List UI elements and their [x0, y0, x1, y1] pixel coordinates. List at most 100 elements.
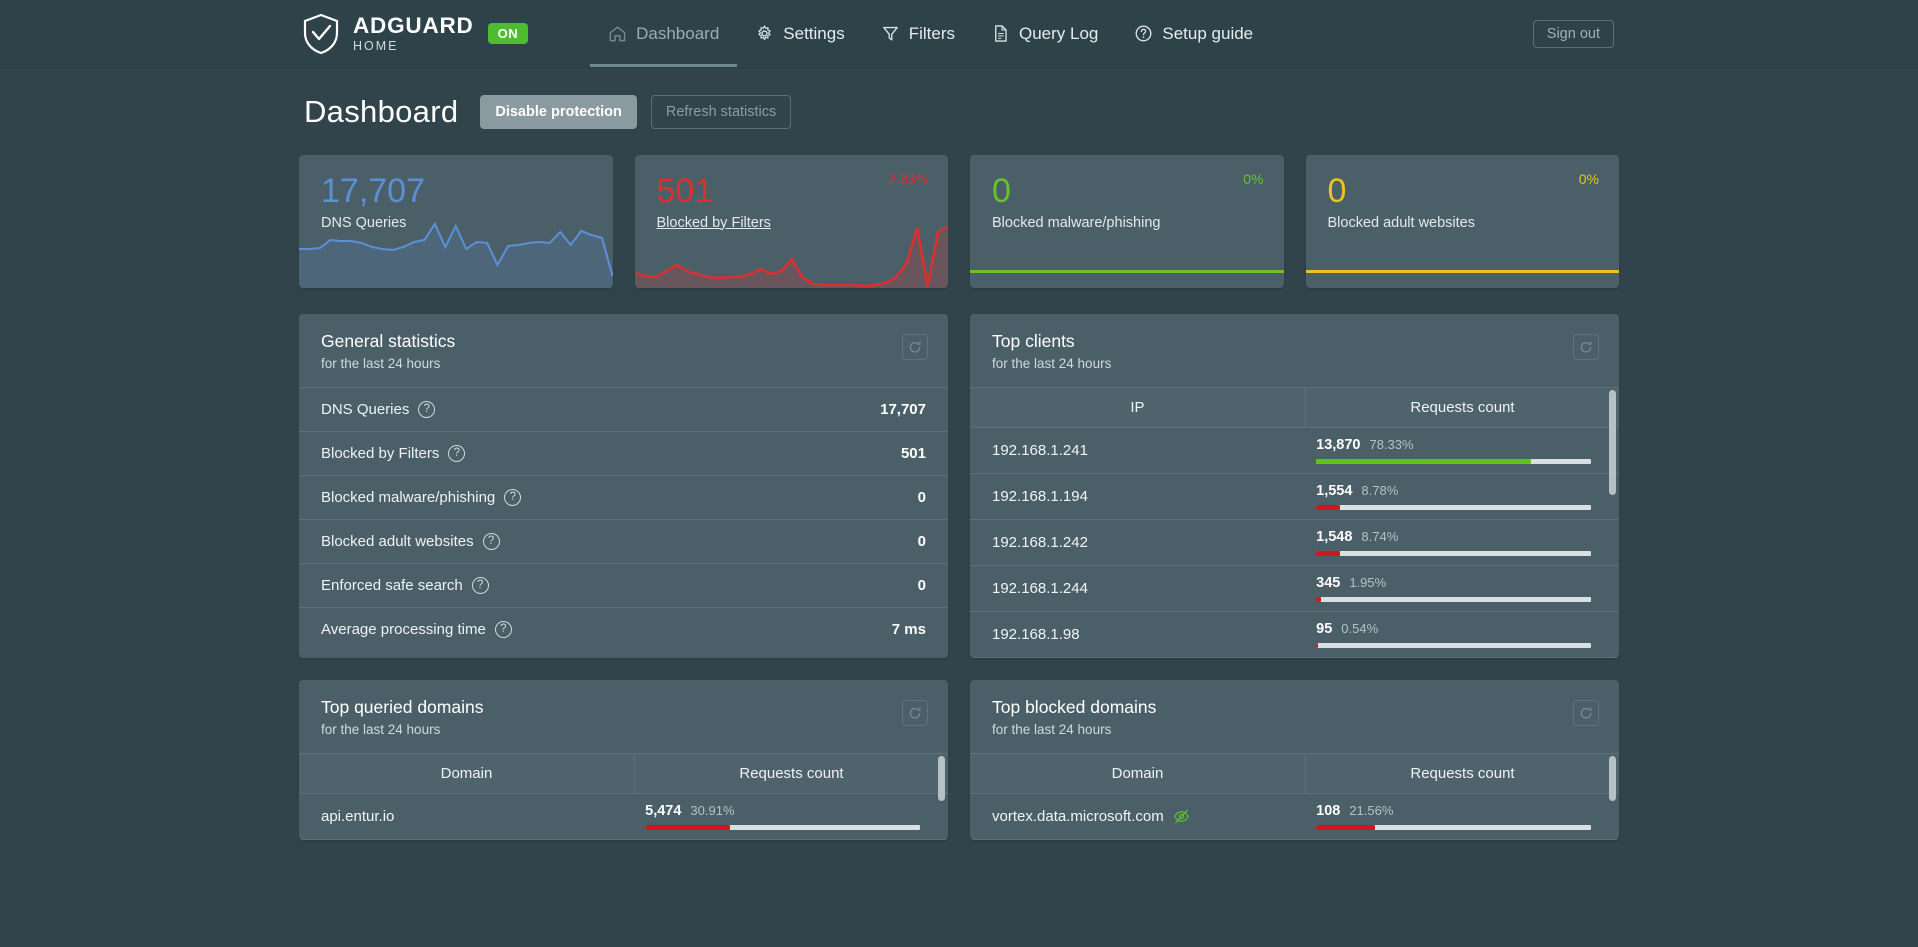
table-row[interactable]: 192.168.1.98 95 0.54%: [970, 612, 1619, 658]
refresh-top-blocked-domains-button[interactable]: [1573, 700, 1599, 726]
column-header-domain: Domain: [970, 754, 1306, 793]
panel-subtitle-top-clients: for the last 24 hours: [992, 356, 1112, 371]
panel-top-clients: Top clients for the last 24 hours IP Req…: [970, 314, 1619, 658]
table-row[interactable]: vortex.data.microsoft.com 108 21.56%: [970, 794, 1619, 840]
panel-title-top-blocked-domains: Top blocked domains: [992, 697, 1157, 717]
table-row[interactable]: api.entur.io 5,474 30.91%: [299, 794, 948, 840]
progress-bar: [1316, 505, 1591, 510]
request-count: 5,474: [645, 803, 682, 819]
card-dns-queries[interactable]: 17,707 DNS Queries: [299, 155, 613, 288]
client-requests: 1,548 8.74%: [1308, 523, 1619, 562]
brand-logo[interactable]: ADGUARD HOME: [302, 13, 474, 55]
card-blocked-adult-websites[interactable]: 0% 0 Blocked adult websites: [1305, 155, 1619, 288]
disable-protection-button[interactable]: Disable protection: [480, 95, 637, 129]
refresh-statistics-button[interactable]: Refresh statistics: [650, 95, 792, 129]
progress-bar-fill: [1316, 551, 1341, 556]
top-clients-table: IP Requests count 192.168.1.241 13,870 7…: [970, 388, 1619, 658]
nav-item-dashboard[interactable]: Dashboard: [590, 0, 738, 67]
stat-label: DNS Queries: [321, 401, 410, 418]
stat-value: 0: [917, 577, 926, 594]
card-percent-blocked-adult-websites: 0%: [1578, 171, 1599, 187]
home-icon: [609, 26, 626, 42]
refresh-top-queried-domains-button[interactable]: [902, 700, 928, 726]
nav-item-filters[interactable]: Filters: [863, 0, 973, 67]
vertical-scrollbar[interactable]: [1609, 756, 1616, 801]
stat-value: 0: [917, 533, 926, 550]
table-row[interactable]: 192.168.1.242 1,548 8.74%: [970, 520, 1619, 566]
protection-status-badge[interactable]: ON: [487, 23, 529, 44]
stat-value: 501: [900, 445, 926, 462]
request-percent: 21.56%: [1349, 803, 1394, 818]
progress-bar: [1316, 597, 1591, 602]
progress-bar: [1316, 643, 1591, 648]
column-header-requests-count: Requests count: [1410, 765, 1515, 782]
sparkline-blocked-adult-websites: [1305, 270, 1619, 273]
page-content: Dashboard Disable protection Refresh sta…: [0, 68, 1918, 947]
table-row[interactable]: 192.168.1.244 345 1.95%: [970, 566, 1619, 612]
help-icon[interactable]: ?: [448, 445, 466, 462]
stat-label: Blocked adult websites: [321, 533, 474, 550]
card-blocked-malware-phishing[interactable]: 0% 0 Blocked malware/phishing: [970, 155, 1284, 288]
panels-row-1: General statistics for the last 24 hours…: [299, 314, 1619, 658]
client-requests: 13,870 78.33%: [1308, 431, 1619, 470]
card-value-blocked-adult-websites: 0: [1327, 172, 1347, 210]
panel-subtitle-top-queried-domains: for the last 24 hours: [321, 722, 441, 737]
client-ip: 192.168.1.241: [992, 442, 1088, 459]
page-header: Dashboard Disable protection Refresh sta…: [299, 94, 1619, 130]
nav-item-settings[interactable]: Settings: [737, 0, 862, 67]
vertical-scrollbar[interactable]: [1609, 390, 1616, 495]
client-requests: 345 1.95%: [1308, 569, 1619, 608]
question-circle-icon: [1135, 25, 1152, 42]
top-navbar: ADGUARD HOME ON Dashboard Settings Filte…: [0, 0, 1918, 68]
gear-icon: [758, 25, 771, 41]
help-icon[interactable]: ?: [482, 533, 500, 550]
stat-label: Average processing time: [321, 621, 486, 638]
nav-item-setup-guide[interactable]: Setup guide: [1116, 0, 1271, 67]
card-blocked-by-filters[interactable]: 2.83% 501 Blocked by Filters: [634, 155, 948, 288]
column-header-requests-count: Requests count: [739, 765, 844, 782]
top-queried-domains-table: Domain Requests count api.entur.io 5,474…: [299, 754, 948, 840]
nav-label-query-log: Query Log: [1019, 23, 1099, 43]
help-icon[interactable]: ?: [494, 621, 512, 638]
vertical-scrollbar[interactable]: [938, 756, 945, 801]
card-value-blocked-by-filters: 501: [656, 172, 714, 210]
brand-name: ADGUARD: [353, 12, 474, 38]
refresh-icon: [909, 707, 921, 719]
panel-header-top-clients: Top clients for the last 24 hours: [970, 314, 1619, 388]
card-label-blocked-adult-websites: Blocked adult websites: [1327, 214, 1476, 231]
stat-label: Blocked by Filters: [321, 445, 440, 462]
refresh-general-statistics-button[interactable]: [902, 334, 928, 360]
nav-item-query-log[interactable]: Query Log: [973, 0, 1116, 67]
eye-off-icon[interactable]: [1173, 808, 1190, 825]
table-row[interactable]: 192.168.1.241 13,870 78.33%: [970, 428, 1619, 474]
table-row[interactable]: 192.168.1.194 1,554 8.78%: [970, 474, 1619, 520]
refresh-top-clients-button[interactable]: [1573, 334, 1599, 360]
progress-bar: [1316, 551, 1591, 556]
card-label-blocked-by-filters[interactable]: Blocked by Filters: [656, 214, 771, 231]
panel-header-top-queried-domains: Top queried domains for the last 24 hour…: [299, 680, 948, 754]
sign-out-button[interactable]: Sign out: [1532, 19, 1614, 48]
request-percent: 8.78%: [1361, 483, 1399, 498]
card-value-dns-queries: 17,707: [321, 172, 425, 210]
nav-label-settings: Settings: [783, 23, 845, 43]
help-icon[interactable]: ?: [504, 489, 522, 506]
request-count: 345: [1316, 575, 1341, 591]
progress-bar-fill: [1316, 825, 1376, 830]
stat-label: Enforced safe search: [321, 577, 463, 594]
refresh-icon: [1580, 341, 1592, 353]
progress-bar-fill: [1316, 597, 1322, 602]
help-icon[interactable]: ?: [418, 401, 436, 418]
card-label-dns-queries: DNS Queries: [321, 214, 407, 231]
column-header-requests-count: Requests count: [1410, 399, 1515, 416]
request-count: 108: [1316, 803, 1341, 819]
column-header-domain: Domain: [299, 754, 635, 793]
main-nav: Dashboard Settings Filters Query Log: [590, 0, 1271, 67]
client-ip: 192.168.1.98: [992, 626, 1080, 643]
progress-bar: [1316, 459, 1591, 464]
card-label-blocked-malware-phishing: Blocked malware/phishing: [992, 214, 1161, 231]
adguard-shield-icon: [303, 13, 339, 54]
help-icon[interactable]: ?: [471, 577, 489, 594]
nav-label-setup-guide: Setup guide: [1162, 23, 1254, 43]
table-header: Domain Requests count: [970, 754, 1619, 794]
top-blocked-domains-table: Domain Requests count vortex.data.micros…: [970, 754, 1619, 840]
